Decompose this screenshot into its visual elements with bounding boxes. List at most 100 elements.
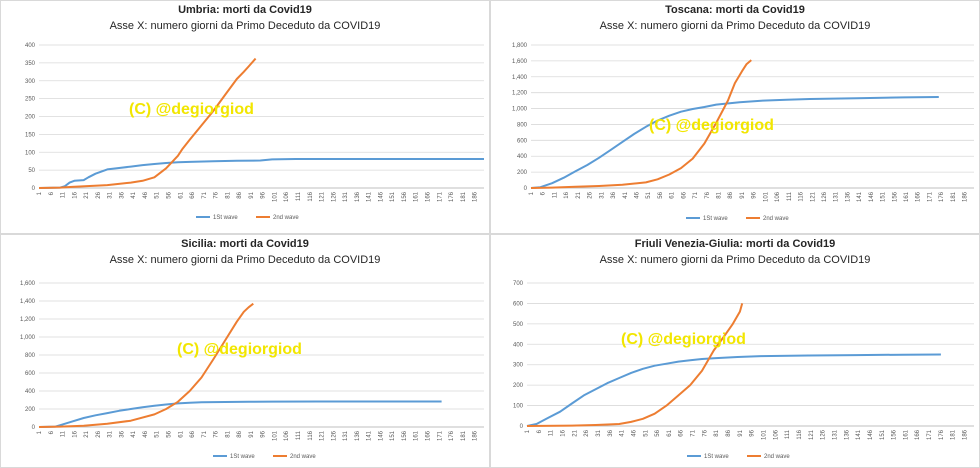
y-tick-label: 1,800 xyxy=(512,43,528,49)
legend-label: 2nd wave xyxy=(763,216,789,222)
y-tick-label: 0 xyxy=(520,424,524,430)
y-tick-label: 1,200 xyxy=(512,91,528,97)
x-tick-label: 101 xyxy=(763,191,769,202)
y-tick-label: 1,600 xyxy=(20,281,36,287)
x-tick-label: 11 xyxy=(61,191,67,198)
watermark: (C) @degiorgiod xyxy=(177,341,302,358)
x-tick-label: 56 xyxy=(658,191,664,198)
x-tick-label: 1 xyxy=(529,191,535,195)
x-tick-label: 141 xyxy=(856,429,862,440)
x-tick-label: 111 xyxy=(296,430,302,440)
x-tick-label: 91 xyxy=(249,430,255,437)
x-tick-label: 116 xyxy=(799,191,805,201)
x-tick-label: 46 xyxy=(631,429,637,436)
x-tick-label: 86 xyxy=(726,429,732,436)
x-tick-label: 146 xyxy=(868,429,874,440)
x-tick-label: 161 xyxy=(904,191,910,202)
x-tick-label: 141 xyxy=(857,191,863,202)
y-tick-label: 300 xyxy=(513,363,524,369)
x-tick-label: 121 xyxy=(320,430,326,441)
x-tick-label: 21 xyxy=(84,430,90,437)
y-tick-label: 500 xyxy=(513,322,524,328)
x-tick-label: 136 xyxy=(355,191,361,202)
chart-title: Friuli Venezia-Giulia: morti da Covid19 xyxy=(634,238,836,250)
y-tick-label: 50 xyxy=(28,168,35,174)
x-tick-label: 16 xyxy=(72,430,78,437)
y-tick-label: 1,200 xyxy=(20,317,36,323)
x-tick-label: 11 xyxy=(61,430,67,437)
x-tick-label: 46 xyxy=(143,191,149,198)
y-tick-label: 200 xyxy=(517,170,528,176)
chart-subtitle: Asse X: numero giorni da Primo Deceduto … xyxy=(109,20,381,32)
x-tick-label: 96 xyxy=(261,191,267,198)
x-tick-label: 61 xyxy=(178,191,184,198)
x-tick-label: 131 xyxy=(832,429,838,440)
x-tick-label: 106 xyxy=(775,191,781,202)
x-tick-label: 81 xyxy=(717,191,723,198)
x-tick-label: 166 xyxy=(916,191,922,202)
x-tick-label: 156 xyxy=(892,191,898,202)
x-tick-label: 186 xyxy=(963,191,969,202)
y-tick-label: 100 xyxy=(25,150,36,156)
chart-subtitle: Asse X: numero giorni da Primo Deceduto … xyxy=(599,254,871,266)
x-tick-label: 176 xyxy=(939,191,945,202)
x-tick-label: 1 xyxy=(37,430,43,434)
chart-title: Sicilia: morti da Covid19 xyxy=(181,238,309,250)
series-line-2 xyxy=(38,57,257,189)
x-tick-label: 36 xyxy=(119,191,125,198)
watermark: (C) @degiorgiod xyxy=(621,331,746,348)
chart-umbria: 0 50 100 150 200 250 300 350 400 1 6 11 16 21 26 31 36 41… xyxy=(0,0,490,234)
series-line-1 xyxy=(526,353,941,427)
x-tick-label: 81 xyxy=(225,430,231,437)
x-tick-label: 156 xyxy=(402,191,408,202)
x-tick-label: 176 xyxy=(449,430,455,441)
x-tick-label: 151 xyxy=(390,191,396,202)
x-tick-label: 91 xyxy=(740,191,746,198)
x-tick-label: 96 xyxy=(752,191,758,198)
x-tick-label: 56 xyxy=(166,430,172,437)
y-tick-label: 100 xyxy=(513,404,524,410)
y-tick-label: 0 xyxy=(32,186,36,192)
x-tick-label: 166 xyxy=(425,191,431,202)
legend-label: 2nd wave xyxy=(273,215,299,221)
x-tick-label: 71 xyxy=(202,191,208,198)
x-tick-label: 16 xyxy=(560,429,566,436)
y-tick-label: 600 xyxy=(513,301,524,307)
x-tick-label: 96 xyxy=(261,430,267,437)
x-tick-label: 26 xyxy=(96,191,102,198)
x-tick-label: 166 xyxy=(915,429,921,440)
series-line-1 xyxy=(530,96,939,189)
x-tick-label: 86 xyxy=(728,191,734,198)
x-tick-label: 156 xyxy=(402,430,408,441)
series-line-1 xyxy=(38,158,484,189)
chart-title: Toscana: morti da Covid19 xyxy=(665,4,805,16)
x-tick-label: 171 xyxy=(437,191,443,202)
y-tick-label: 800 xyxy=(25,353,36,359)
watermark: (C) @degiorgiod xyxy=(129,101,254,118)
y-tick-label: 0 xyxy=(32,425,36,431)
x-tick-label: 66 xyxy=(681,191,687,198)
x-tick-label: 36 xyxy=(119,430,125,437)
x-tick-label: 81 xyxy=(714,429,720,436)
x-tick-label: 161 xyxy=(414,430,420,441)
y-tick-label: 150 xyxy=(25,132,36,138)
x-tick-label: 101 xyxy=(762,429,768,440)
x-tick-label: 31 xyxy=(596,429,602,436)
y-tick-label: 800 xyxy=(517,122,528,128)
x-tick-label: 41 xyxy=(623,191,629,198)
x-tick-label: 171 xyxy=(437,430,443,441)
x-tick-label: 91 xyxy=(738,429,744,436)
x-tick-label: 116 xyxy=(797,429,803,439)
x-tick-label: 61 xyxy=(667,429,673,436)
x-tick-label: 171 xyxy=(927,429,933,440)
chart-sicilia: 0 200 400 600 800 1,000 1,200 1,400 1,600 1 6 11 16 2… xyxy=(0,234,490,468)
x-tick-label: 11 xyxy=(552,191,558,198)
chart-title: Umbria: morti da Covid19 xyxy=(178,4,312,16)
legend-label: 1St wave xyxy=(703,216,728,222)
x-tick-label: 116 xyxy=(308,430,314,440)
x-tick-label: 181 xyxy=(951,191,957,202)
x-tick-label: 6 xyxy=(49,191,55,195)
x-tick-label: 16 xyxy=(72,191,78,198)
y-tick-label: 0 xyxy=(524,186,528,192)
y-tick-label: 1,000 xyxy=(512,107,528,113)
